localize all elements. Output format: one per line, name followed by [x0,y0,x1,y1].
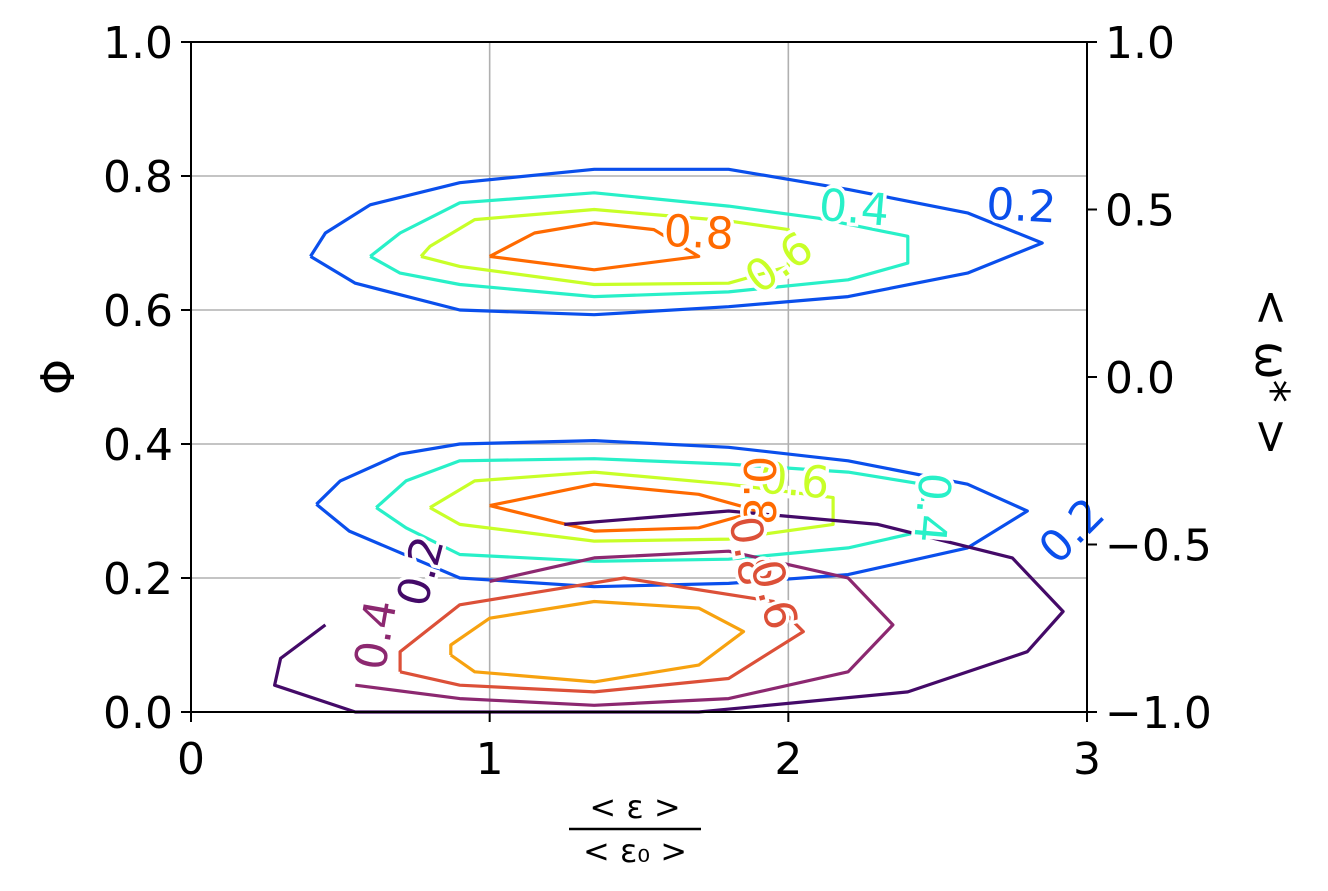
contour-line-upper-0.4 [369,191,910,299]
right-y-tick-label: −0.5 [1105,521,1212,572]
contour-label: 0.8 [662,206,735,261]
contour-line-upper-0.2 [309,167,1044,317]
x-tick-label: 0 [177,734,205,785]
y-tick-label: 0.4 [103,420,173,471]
contour-line-lower-0.8 [449,599,746,684]
grid-layer [191,42,1087,712]
contour-line-middle-0.8 [489,482,761,533]
contour-label-layer: 0.20.40.60.80.20.40.60.80.80.60.20.4 [341,175,1118,677]
right-y-tick-label: −1.0 [1105,688,1212,739]
y-tick-label: 0.2 [103,554,173,605]
contour-label: 0.8 [718,512,780,590]
x-axis-label-denominator: < ε₀ > [583,832,687,870]
contour-line-lower-0.2 [273,509,1065,714]
contour-label: 0.4 [903,471,960,545]
x-tick-label: 2 [774,734,802,785]
x-tick-label: 3 [1073,734,1101,785]
y-tick-label: 0.0 [103,688,173,739]
x-tick-label: 1 [476,734,504,785]
x-axis-label: < ε > < ε₀ > [569,788,701,870]
contour-line-middle-0.4 [375,457,925,563]
right-y-tick-label: 1.0 [1105,18,1175,69]
tick-layer: 0 1 2 30.00.20.40.60.81.0−1.0−0.50.00.51.0 [103,18,1212,785]
contour-line-middle-0.6 [429,470,835,543]
right-y-axis-label: < ω* > [1245,288,1299,456]
y-tick-label: 0.8 [103,152,173,203]
plot-frame [190,41,1088,713]
y-tick-label: 1.0 [103,18,173,69]
contour-label: 0.4 [817,180,891,237]
contour-label: 0.2 [1029,488,1115,574]
contour-line-middle-0.2 [315,439,1029,589]
contour-line-upper-0.6 [419,207,790,287]
contour-label: 0.6 [736,222,823,304]
x-axis-label-numerator: < ε > [589,788,680,826]
contour-label: 0.6 [757,452,831,509]
contour-line-lower-0.6 [398,576,805,694]
contour-label: 0.2 [985,179,1058,234]
contour-line-upper-0.8 [488,221,701,272]
contour-line-lower-0.4 [355,549,895,707]
contour-label: 0.8 [733,456,784,526]
contour-layer [273,167,1065,714]
y-axis-label: Φ [31,359,85,395]
y-tick-label: 0.6 [103,286,173,337]
contour-label: 0.4 [345,596,407,674]
right-y-tick-label: 0.0 [1105,353,1175,404]
right-y-tick-label: 0.5 [1105,186,1175,237]
contour-label: 0.2 [387,531,454,612]
